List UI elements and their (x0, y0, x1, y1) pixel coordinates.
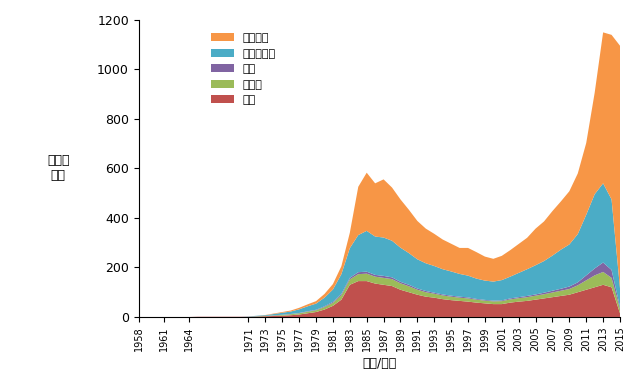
Legend: 辅助部件, 末端执行器, 基座, 机械臂, 关节: 辅助部件, 末端执行器, 基座, 机械臂, 关节 (207, 28, 280, 110)
Y-axis label: 申请量
／项: 申请量 ／项 (47, 154, 70, 182)
X-axis label: 时间/年份: 时间/年份 (362, 357, 397, 370)
